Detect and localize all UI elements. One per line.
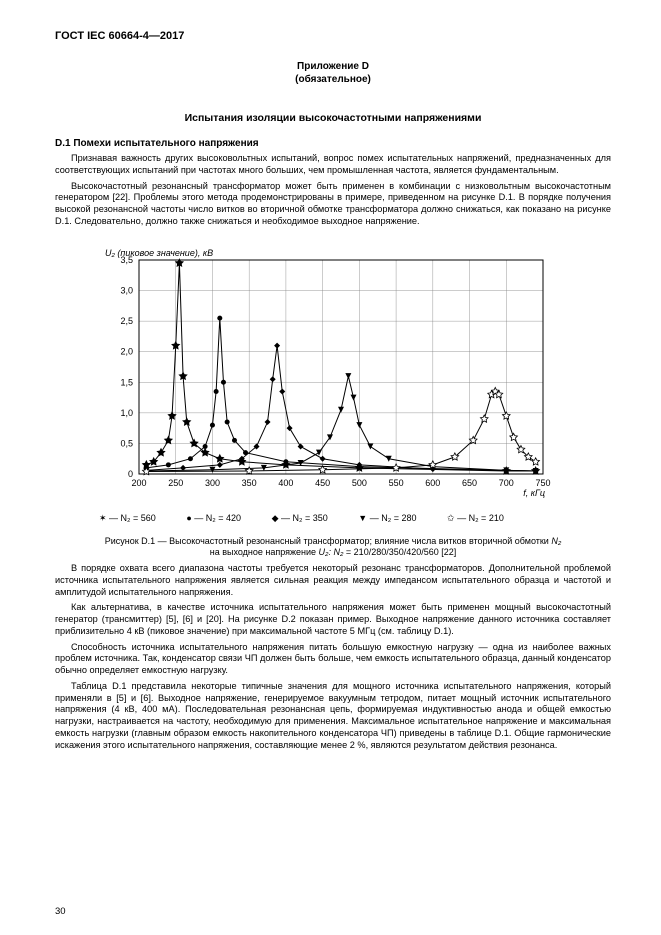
svg-text:200: 200 xyxy=(131,478,146,488)
page-title: Испытания изоляции высокочастотными напр… xyxy=(55,112,611,124)
figure-caption: Рисунок D.1 — Высокочастотный резонансны… xyxy=(55,536,611,559)
paragraph: Как альтернатива, в качестве источника и… xyxy=(55,602,611,637)
appendix-line2: (обязательное) xyxy=(55,73,611,86)
svg-text:U₂ (пиковое значение), кВ: U₂ (пиковое значение), кВ xyxy=(105,248,213,258)
svg-text:f, кГц: f, кГц xyxy=(523,488,545,498)
svg-text:2,0: 2,0 xyxy=(120,346,133,356)
page-number: 30 xyxy=(55,906,66,917)
legend-item: ▼ — N₂ = 280 xyxy=(358,513,430,523)
legend-item: ● — N₂ = 420 xyxy=(186,513,255,523)
svg-text:750: 750 xyxy=(535,478,550,488)
svg-text:1,5: 1,5 xyxy=(120,377,133,387)
paragraph: В порядке охвата всего диапазона частоты… xyxy=(55,563,611,598)
legend-item: ✶ — N₂ = 560 xyxy=(99,513,170,523)
svg-text:0: 0 xyxy=(128,469,133,479)
legend-item: ◆ — N₂ = 350 xyxy=(272,513,342,523)
svg-text:1,0: 1,0 xyxy=(120,407,133,417)
svg-text:650: 650 xyxy=(462,478,477,488)
svg-text:0,5: 0,5 xyxy=(120,438,133,448)
appendix-line1: Приложение D xyxy=(55,60,611,73)
svg-text:700: 700 xyxy=(499,478,514,488)
page: ГОСТ IEC 60664-4—2017 Приложение D (обяз… xyxy=(0,0,661,935)
svg-text:400: 400 xyxy=(278,478,293,488)
svg-text:2,5: 2,5 xyxy=(120,316,133,326)
doc-id: ГОСТ IEC 60664-4—2017 xyxy=(55,30,611,42)
svg-text:250: 250 xyxy=(168,478,183,488)
paragraph: Высокочастотный резонансный трансформато… xyxy=(55,181,611,228)
chart-legend: ✶ — N₂ = 560 ● — N₂ = 420 ◆ — N₂ = 350 ▼… xyxy=(93,513,573,524)
legend-item: ✩ — N₂ = 210 xyxy=(447,513,518,523)
figure-d1: 200 250 300 350 400 450 500 550 600 650 700 750 0 0,5… xyxy=(93,244,573,524)
appendix-block: Приложение D (обязательное) xyxy=(55,60,611,86)
section-heading: D.1 Помехи испытательного напряжения xyxy=(55,138,611,149)
paragraph: Таблица D.1 представила некоторые типичн… xyxy=(55,681,611,752)
svg-text:550: 550 xyxy=(389,478,404,488)
svg-text:3,0: 3,0 xyxy=(120,285,133,295)
svg-text:500: 500 xyxy=(352,478,367,488)
svg-text:300: 300 xyxy=(205,478,220,488)
svg-text:600: 600 xyxy=(425,478,440,488)
paragraph: Способность источника испытательного нап… xyxy=(55,642,611,677)
svg-text:450: 450 xyxy=(315,478,330,488)
svg-text:350: 350 xyxy=(242,478,257,488)
paragraph: Признавая важность других высоковольтных… xyxy=(55,153,611,177)
chart-svg: 200 250 300 350 400 450 500 550 600 650 700 750 0 0,5… xyxy=(93,244,573,504)
